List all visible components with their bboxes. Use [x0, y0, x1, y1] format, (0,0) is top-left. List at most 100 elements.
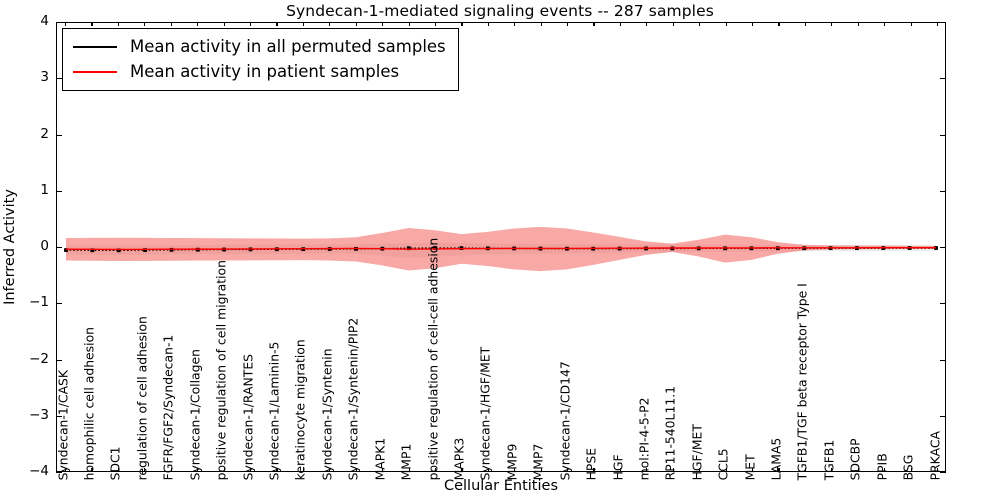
x-tick-label: SDCBP: [847, 438, 863, 481]
x-tick-label: MAPK3: [451, 437, 467, 481]
x-tick-label: Syndecan-1/Syntenin/PIP2: [345, 317, 361, 481]
x-tick-label: mol:PI-4-5-P2: [636, 397, 652, 481]
x-tick-mark: [223, 22, 225, 26]
y-tick-mark: [940, 303, 946, 305]
x-tick-label: MAPK1: [372, 437, 388, 481]
x-tick-mark: [144, 22, 146, 26]
x-tick-label: SDC1: [108, 446, 124, 481]
x-tick-label: MMP9: [504, 443, 520, 481]
x-tick-label: PRKACA: [927, 431, 943, 481]
y-tick-label: −4: [29, 463, 49, 479]
x-tick-label: CCL5: [715, 448, 731, 481]
legend-swatch-permuted: [73, 45, 117, 48]
x-tick-mark: [487, 22, 489, 26]
y-tick-mark: [56, 415, 62, 417]
y-tick-label: −3: [29, 406, 49, 423]
x-tick-mark: [197, 22, 199, 26]
x-tick-mark: [593, 468, 595, 472]
x-tick-label: RP11-540L11.1: [662, 385, 678, 481]
y-tick-label: 4: [40, 13, 49, 29]
x-tick-mark: [646, 22, 648, 26]
y-tick-label: 1: [40, 181, 49, 198]
x-tick-label: LAMA5: [768, 437, 784, 481]
x-tick-label: MMP1: [398, 443, 414, 481]
x-tick-mark: [170, 22, 172, 26]
x-tick-label: HGF: [610, 454, 626, 481]
y-tick-mark: [940, 359, 946, 361]
x-tick-mark: [540, 22, 542, 26]
x-tick-label: FGFR/FGF2/Syndecan-1: [160, 334, 176, 481]
x-tick-mark: [91, 22, 93, 26]
x-tick-mark: [831, 22, 833, 26]
x-tick-mark: [170, 468, 172, 472]
x-tick-mark: [619, 22, 622, 26]
x-tick-label: Syndecan-1/CASK: [55, 369, 71, 481]
x-tick-label: positive regulation of cell-cell adhesio…: [425, 237, 441, 481]
x-tick-mark: [514, 468, 516, 472]
x-tick-mark: [249, 468, 252, 472]
legend-item-patient: Mean activity in patient samples: [73, 59, 446, 84]
x-tick-label: Syndecan-1/CD147: [557, 361, 573, 481]
x-tick-mark: [593, 22, 595, 26]
x-tick-mark: [382, 22, 384, 26]
x-tick-mark: [884, 22, 886, 26]
x-tick-mark: [725, 468, 727, 472]
x-tick-mark: [461, 468, 463, 472]
x-tick-mark: [276, 468, 278, 472]
y-tick-mark: [940, 472, 946, 474]
x-tick-mark: [619, 468, 622, 472]
x-tick-mark: [672, 468, 674, 472]
y-tick-mark: [56, 303, 62, 305]
x-tick-label: Syndecan-1/Laminin-5: [266, 341, 282, 481]
legend: Mean activity in all permuted samples Me…: [62, 28, 459, 91]
x-tick-mark: [117, 22, 119, 26]
x-tick-mark: [778, 22, 780, 26]
y-tick-mark: [940, 78, 946, 80]
x-tick-mark: [302, 22, 304, 26]
y-tick-mark: [940, 22, 946, 24]
x-tick-label: MET: [742, 454, 758, 481]
x-tick-mark: [884, 468, 886, 472]
y-tick-mark: [940, 247, 946, 249]
y-tick-mark: [56, 22, 62, 24]
legend-item-permuted: Mean activity in all permuted samples: [73, 34, 446, 59]
x-tick-label: MMP7: [530, 443, 546, 481]
x-tick-mark: [434, 22, 437, 26]
x-tick-label: Syndecan-1/RANTES: [240, 353, 256, 481]
x-tick-label: HPSE: [583, 447, 599, 481]
x-tick-label: regulation of cell adhesion: [134, 316, 150, 481]
x-tick-label: Syndecan-1/Syntenin: [319, 348, 335, 481]
x-tick-mark: [144, 468, 146, 472]
y-tick-mark: [56, 359, 62, 361]
y-tick-label: 2: [40, 125, 49, 142]
x-tick-mark: [302, 468, 304, 472]
x-tick-label: HGF/MET: [689, 424, 705, 481]
x-tick-mark: [567, 22, 569, 26]
x-tick-mark: [223, 468, 225, 472]
x-tick-mark: [540, 468, 542, 472]
x-tick-mark: [276, 22, 278, 26]
y-tick-mark: [940, 134, 946, 136]
x-tick-mark: [752, 468, 754, 472]
x-tick-mark: [355, 468, 357, 472]
x-tick-mark: [567, 468, 569, 472]
x-tick-mark: [514, 22, 516, 26]
x-tick-mark: [646, 468, 648, 472]
legend-label-permuted: Mean activity in all permuted samples: [130, 37, 446, 56]
y-tick-mark: [56, 78, 62, 80]
y-tick-mark: [56, 134, 62, 136]
x-tick-mark: [910, 468, 912, 472]
y-tick-label: 3: [40, 69, 49, 86]
x-tick-mark: [937, 468, 939, 472]
x-tick-mark: [117, 468, 119, 472]
x-tick-label: TGFB1/TGF beta receptor Type I: [795, 283, 811, 481]
x-tick-mark: [408, 22, 410, 26]
x-tick-mark: [699, 468, 701, 472]
legend-label-patient: Mean activity in patient samples: [130, 62, 400, 81]
x-tick-mark: [355, 22, 357, 26]
x-tick-label: keratinocyte migration: [293, 339, 308, 481]
x-tick-mark: [461, 22, 463, 26]
x-tick-mark: [434, 468, 437, 472]
x-tick-mark: [804, 468, 807, 472]
